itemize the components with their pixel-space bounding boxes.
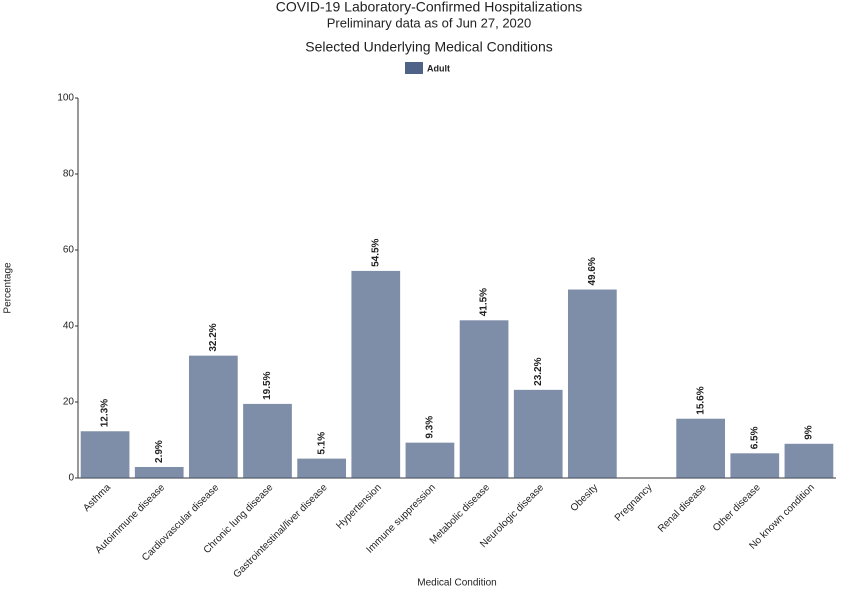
x-axis-title: Medical Condition	[417, 578, 497, 589]
data-label: 5.1%	[316, 432, 327, 455]
bar	[80, 431, 130, 478]
data-label: 12.3%	[100, 399, 111, 427]
x-tick-label: Pregnancy	[613, 482, 655, 524]
bar	[730, 453, 780, 478]
y-tick-label: 40	[63, 321, 75, 332]
data-label: 2.9%	[154, 440, 165, 463]
data-label: 19.5%	[262, 371, 273, 399]
bar	[459, 320, 509, 478]
x-tick-label: Gastrointestinal/liver disease	[231, 482, 329, 580]
legend-label: Adult	[427, 63, 450, 73]
y-tick-label: 20	[63, 397, 75, 408]
data-label: 23.2%	[533, 357, 544, 385]
data-label: 32.2%	[208, 323, 219, 351]
x-tick-label: Renal disease	[656, 482, 709, 535]
bar	[405, 442, 455, 478]
bar	[243, 403, 292, 478]
data-label: 54.5%	[370, 238, 381, 266]
x-tick-label: Hypertension	[334, 482, 383, 531]
data-label: 9.3%	[425, 416, 436, 439]
y-tick-label: 100	[57, 93, 74, 104]
plot-title: Selected Underlying Medical Conditions	[305, 39, 552, 55]
x-tick-label: Obesity	[569, 482, 601, 514]
data-label: 15.6%	[695, 386, 706, 414]
bar	[297, 458, 347, 478]
y-tick-label: 0	[68, 473, 74, 484]
bar	[351, 270, 401, 478]
chart-subtitle: Preliminary data as of Jun 27, 2020	[327, 15, 532, 30]
data-label: 6.5%	[749, 426, 760, 449]
data-label: 49.6%	[587, 257, 598, 285]
bar	[134, 466, 184, 478]
data-label: 9%	[804, 425, 815, 440]
x-tick-label: Other disease	[711, 482, 763, 534]
legend-swatch	[405, 62, 423, 74]
data-label: 41.5%	[479, 288, 490, 316]
bar	[567, 289, 617, 478]
bar	[513, 389, 563, 478]
bar	[188, 355, 238, 478]
x-tick-label: Asthma	[81, 482, 113, 514]
bar	[784, 443, 834, 478]
chart-title: COVID-19 Laboratory-Confirmed Hospitaliz…	[276, 0, 583, 15]
y-axis-title: Percentage	[3, 262, 14, 314]
y-tick-label: 60	[63, 245, 75, 256]
y-tick-label: 80	[63, 169, 75, 180]
bar	[676, 418, 726, 478]
